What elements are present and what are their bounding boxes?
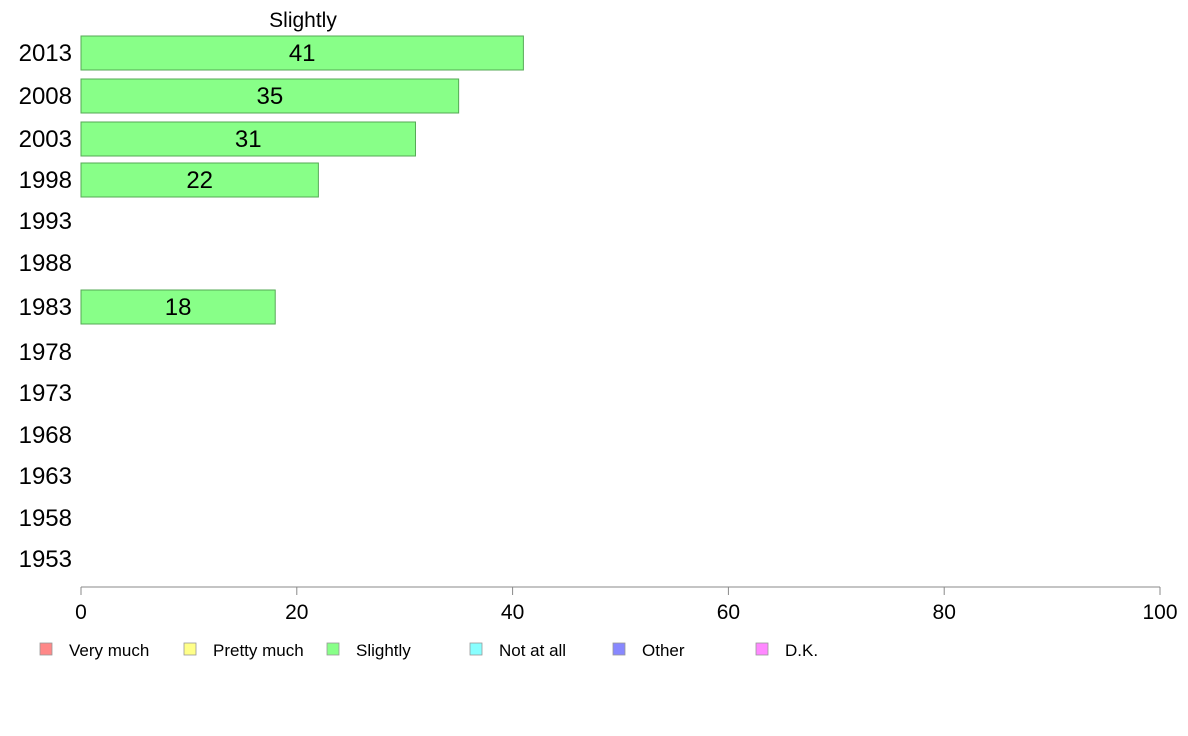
category-label: 1973 (19, 380, 72, 407)
bar (80, 35, 524, 71)
category-label: 2003 (19, 126, 72, 153)
legend-swatch (183, 642, 197, 656)
bar (80, 78, 460, 114)
bar-value-label: 31 (235, 126, 262, 153)
chart-title: Slightly (269, 9, 337, 32)
x-axis: 0 20 40 60 80 100 (75, 586, 1178, 624)
category-labels: 2013 2008 2003 1998 1993 1988 1983 1978 1973 1968… (19, 40, 72, 573)
bar-value-label: 18 (165, 294, 192, 321)
x-tick-label: 20 (285, 601, 308, 624)
x-tick-label: 80 (933, 601, 956, 624)
category-label: 1953 (19, 546, 72, 573)
x-tick-label: 60 (717, 601, 740, 624)
legend-label: D.K. (785, 641, 818, 660)
legend-label: Slightly (356, 641, 411, 660)
x-tick-label: 100 (1142, 601, 1177, 624)
category-label: 1998 (19, 167, 72, 194)
legend-swatch (612, 642, 626, 656)
legend-label: Other (642, 641, 685, 660)
legend-label: Not at all (499, 641, 566, 660)
bar (80, 289, 276, 325)
bar-value-label: 22 (186, 167, 213, 194)
category-label: 1993 (19, 208, 72, 235)
bar-value-label: 35 (256, 83, 283, 110)
bar-value-label: 41 (289, 40, 316, 67)
category-label: 1963 (19, 463, 72, 490)
category-label: 2008 (19, 83, 72, 110)
x-tick-label: 40 (501, 601, 524, 624)
category-label: 1978 (19, 339, 72, 366)
legend-swatch (326, 642, 340, 656)
legend: Very much Pretty much Slightly Not at all Ot… (39, 641, 818, 660)
bar (80, 121, 416, 157)
legend-swatch (39, 642, 53, 656)
x-tick-label: 0 (75, 601, 87, 624)
legend-label: Very much (69, 641, 149, 660)
legend-swatch (755, 642, 769, 656)
category-label: 2013 (19, 40, 72, 67)
category-label: 1988 (19, 250, 72, 277)
legend-swatch (469, 642, 483, 656)
category-label: 1968 (19, 422, 72, 449)
category-label: 1983 (19, 294, 72, 321)
legend-label: Pretty much (213, 641, 304, 660)
bar (80, 162, 319, 198)
category-label: 1958 (19, 505, 72, 532)
